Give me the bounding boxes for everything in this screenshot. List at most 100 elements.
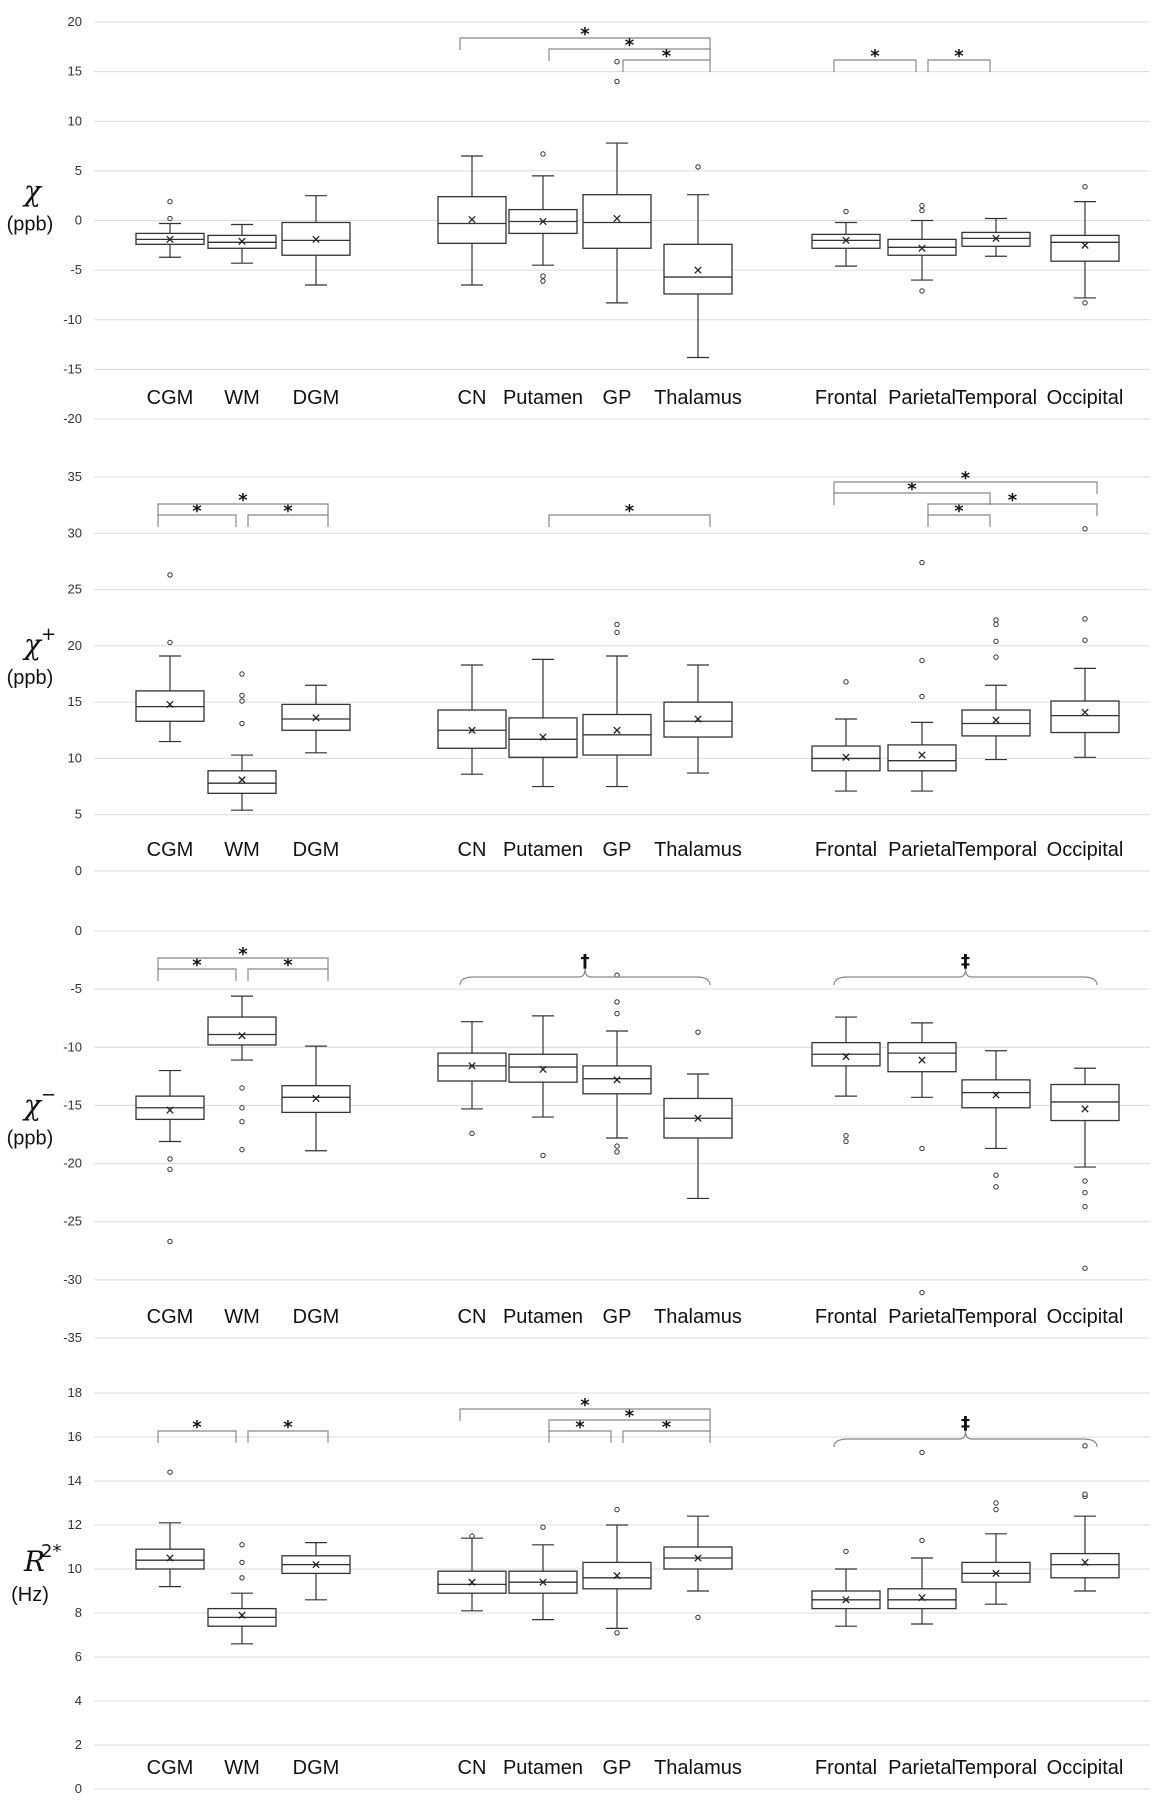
significance-mark: * (662, 1417, 672, 1438)
box-parietal (887, 1449, 957, 1625)
outlier-point (843, 1548, 849, 1555)
mean-marker (468, 1578, 476, 1586)
iqr-box (135, 1548, 205, 1570)
significance-bracket: * (247, 955, 329, 981)
mean-marker (842, 1596, 850, 1604)
outlier-point (1082, 300, 1088, 306)
outlier-point (239, 1559, 245, 1566)
bracket-line (622, 59, 711, 72)
outlier-point (919, 288, 925, 294)
category-label: CGM (147, 1306, 194, 1328)
y-axis-symbol: χ (22, 175, 43, 208)
category-label: Thalamus (654, 839, 742, 861)
outlier-point (614, 1149, 620, 1155)
box-temporal (961, 1500, 1031, 1605)
outlier-point (167, 1238, 173, 1245)
outlier-point (167, 572, 173, 578)
mean-marker (992, 716, 1000, 724)
outlier-point (919, 693, 925, 700)
outlier-point (843, 208, 849, 215)
significance-bracket: * (548, 35, 711, 61)
iqr-box (887, 1041, 957, 1073)
outlier-point (540, 1152, 546, 1159)
box-dgm (281, 1541, 351, 1601)
y-tick-label: 14 (68, 1473, 82, 1488)
y-tick-label: 0 (75, 923, 82, 938)
y-axis-symbol: χ (22, 628, 43, 661)
category-label: Frontal (815, 1757, 877, 1779)
mean-marker (694, 715, 702, 723)
outlier-point (1082, 1443, 1088, 1449)
box-thalamus (663, 1029, 733, 1200)
iqr-box (437, 709, 507, 749)
outlier-point (239, 692, 245, 699)
outlier-point (614, 1143, 620, 1149)
category-label: DGM (293, 1306, 340, 1328)
significance-mark: * (625, 35, 635, 56)
bracket-line (548, 48, 711, 61)
outlier-point (919, 1537, 925, 1544)
bracket-line (157, 514, 237, 527)
significance-mark: * (625, 1406, 635, 1427)
bracket-line (157, 968, 237, 981)
outlier-point (540, 278, 546, 284)
outlier-point (1082, 1265, 1088, 1271)
significance-mark: * (580, 24, 590, 45)
outlier-point (993, 621, 999, 628)
outlier-point (1082, 1189, 1088, 1196)
significance-bracket: * (548, 501, 711, 527)
significance-mark: † (581, 951, 590, 972)
outlier-point (919, 1289, 925, 1296)
significance-bracket: * (157, 1417, 237, 1443)
mean-marker (312, 714, 320, 722)
y-tick-label: 20 (68, 638, 82, 653)
mean-marker (539, 733, 547, 741)
mean-marker (1081, 1105, 1089, 1113)
y-tick-label: -20 (63, 1156, 82, 1171)
outlier-point (1082, 1491, 1088, 1497)
category-label: Temporal (955, 387, 1037, 409)
y-tick-label: 5 (75, 807, 82, 822)
significance-bracket: * (247, 501, 329, 527)
significance-mark: * (1008, 490, 1018, 511)
outlier-point (919, 1145, 925, 1152)
y-axis-unit: (ppb) (7, 667, 54, 689)
outlier-point (614, 999, 620, 1005)
category-label: CN (458, 1757, 487, 1779)
category-label: CGM (147, 387, 194, 409)
iqr-box (437, 1052, 507, 1082)
category-label: Frontal (815, 387, 877, 409)
box-cgm (135, 1469, 205, 1588)
box-thalamus (663, 664, 733, 774)
outlier-point (239, 698, 245, 704)
outlier-point (919, 657, 925, 664)
box-wm (207, 995, 277, 1153)
mean-marker (613, 1076, 621, 1084)
outlier-point (167, 198, 173, 205)
box-occipital (1050, 1443, 1120, 1592)
significance-bracket: * (548, 1406, 711, 1432)
y-tick-label: 20 (68, 14, 82, 29)
bracket-line (548, 1430, 612, 1443)
mean-marker (238, 1611, 246, 1619)
category-label: WM (224, 839, 260, 861)
category-label: GP (603, 387, 632, 409)
y-tick-label: 30 (68, 525, 82, 540)
box-frontal (811, 1548, 881, 1627)
category-label: Frontal (815, 1306, 877, 1328)
y-tick-label: -15 (63, 361, 82, 376)
category-label: DGM (293, 839, 340, 861)
y-axis-unit: (ppb) (7, 214, 54, 236)
category-label: Temporal (955, 1757, 1037, 1779)
box-dgm (281, 684, 351, 754)
outlier-point (993, 1172, 999, 1178)
outlier-point (614, 629, 620, 636)
box-putamen (508, 1015, 578, 1159)
category-label: CN (458, 839, 487, 861)
iqr-box (887, 744, 957, 772)
y-tick-label: 4 (75, 1693, 82, 1708)
mean-marker (312, 235, 320, 244)
y-tick-label: 6 (75, 1649, 82, 1664)
outlier-point (695, 1614, 701, 1621)
